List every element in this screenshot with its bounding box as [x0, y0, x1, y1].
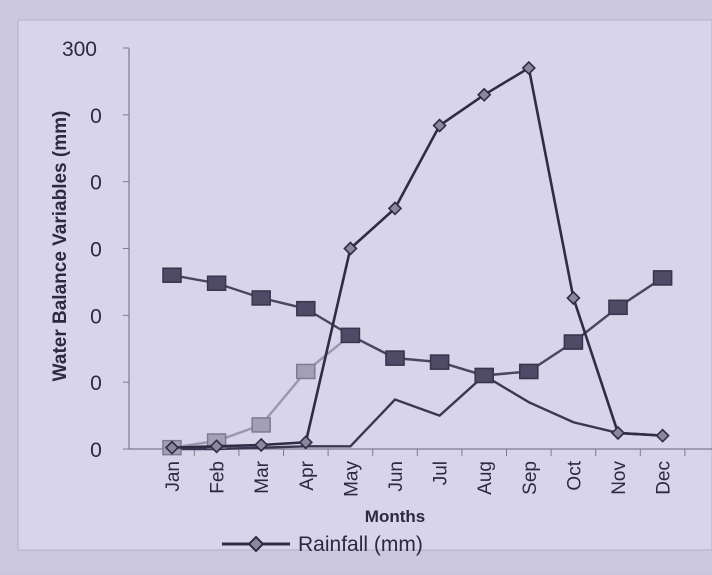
ticks-layer: 0 0 0 0 0 0 300 Jan Feb Mar Apr May Jun Jul Aug Sep Oct N… — [62, 38, 675, 497]
x-tick-label: Aug — [475, 461, 496, 495]
series-layer — [162, 60, 673, 456]
data-point — [566, 290, 581, 306]
data-point — [521, 60, 536, 76]
legend: Rainfall (mm) — [222, 533, 423, 556]
x-tick-label: May — [341, 461, 362, 497]
data-point — [340, 327, 361, 344]
series-line — [171, 65, 663, 449]
legend-marker — [247, 535, 265, 553]
data-point — [162, 267, 182, 283]
data-point — [563, 334, 584, 350]
y-tick-label: 0 — [90, 372, 102, 395]
data-point — [209, 439, 224, 454]
data-point — [254, 437, 269, 453]
y-tick-label: 0 — [90, 305, 102, 328]
x-axis-label: Months — [365, 507, 425, 526]
data-point — [251, 290, 271, 306]
y-tick-label: 0 — [90, 239, 102, 262]
y-tick-label: 0 — [90, 105, 102, 128]
data-point — [251, 417, 271, 433]
x-tick-label: Feb — [208, 461, 229, 494]
y-tick-label: 0 — [90, 439, 102, 462]
data-point — [610, 425, 626, 441]
y-axis-label: Water Balance Variables (mm) — [50, 111, 71, 382]
plot-area-frame — [17, 19, 712, 551]
x-tick-label: Apr — [297, 460, 318, 490]
data-point — [296, 300, 316, 317]
data-point — [519, 363, 539, 380]
x-tick-label: Dec — [654, 461, 675, 495]
data-point — [608, 299, 628, 316]
x-tick-label: Jul — [431, 461, 452, 485]
data-point — [343, 241, 358, 256]
x-tick-label: Jan — [163, 461, 184, 492]
x-tick-label: Mar — [252, 460, 273, 493]
data-point — [296, 363, 316, 380]
data-point — [655, 428, 670, 443]
data-point — [385, 350, 405, 366]
data-point — [429, 354, 450, 370]
x-tick-label: Sep — [520, 461, 541, 495]
data-point — [298, 435, 313, 450]
series-line — [172, 373, 663, 451]
data-point — [477, 87, 492, 102]
y-tick-label: 0 — [90, 172, 102, 195]
data-point — [164, 440, 180, 455]
x-tick-label: Oct — [564, 460, 585, 490]
legend-label-rainfall: Rainfall (mm) — [298, 533, 423, 556]
data-point — [474, 367, 494, 384]
x-tick-label: Jun — [386, 461, 407, 492]
y-tick-label: 300 — [62, 38, 97, 61]
data-point — [432, 118, 447, 133]
data-point — [652, 270, 673, 286]
data-point — [206, 275, 227, 292]
x-tick-label: Nov — [609, 461, 630, 495]
data-point — [387, 201, 403, 216]
